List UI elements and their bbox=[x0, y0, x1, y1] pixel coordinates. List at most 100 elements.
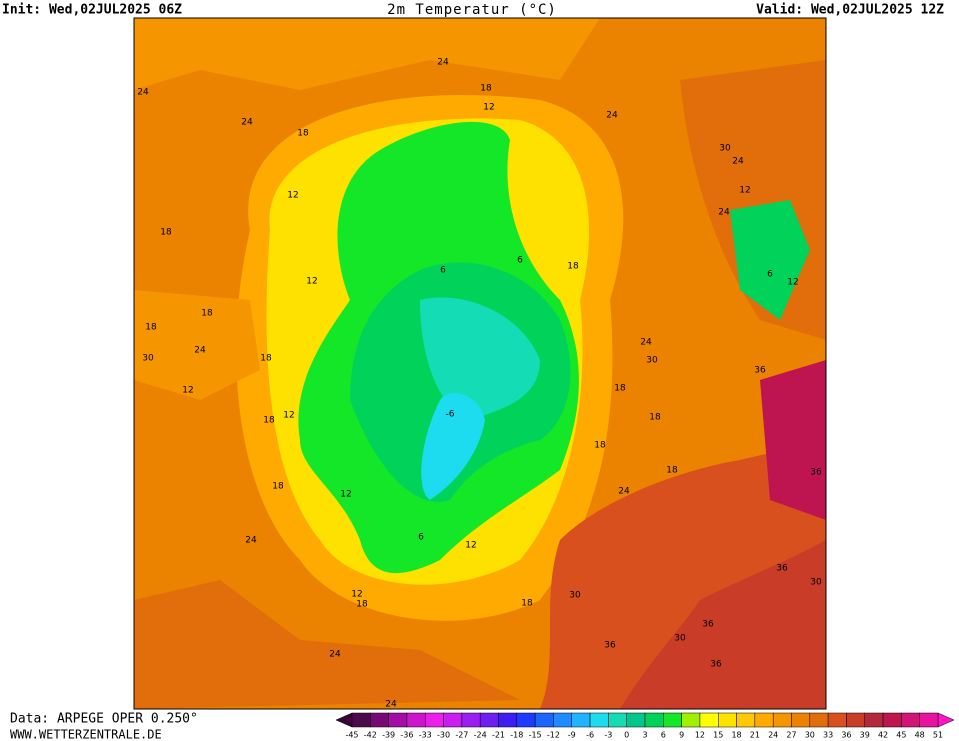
colorbar-bin bbox=[864, 712, 884, 728]
contour-label: 12 bbox=[787, 278, 798, 288]
temperature-field bbox=[134, 18, 826, 709]
colorbar-bin bbox=[827, 712, 847, 728]
contour-label: 12 bbox=[739, 186, 750, 196]
colorbar-bin bbox=[663, 712, 682, 728]
contour-label: 18 bbox=[666, 466, 678, 476]
colorbar-label: 39 bbox=[860, 731, 870, 740]
contour-label: 12 bbox=[182, 386, 193, 396]
colorbar-bin bbox=[901, 712, 920, 728]
colorbar-label: 15 bbox=[713, 731, 723, 740]
colorbar-bin bbox=[718, 712, 737, 728]
contour-label: 18 bbox=[272, 482, 284, 492]
colorbar-label: 0 bbox=[624, 731, 629, 740]
contour-label: 18 bbox=[521, 599, 533, 609]
colorbar-bin bbox=[809, 712, 829, 728]
colorbar-bin bbox=[736, 712, 756, 728]
colorbar-label: -9 bbox=[568, 731, 576, 740]
colorbar-bin bbox=[461, 712, 481, 728]
colorbar-bin bbox=[479, 712, 499, 728]
contour-label: 30 bbox=[810, 578, 822, 588]
colorbar-bin bbox=[919, 712, 939, 728]
contour-label: 30 bbox=[142, 354, 154, 364]
contour-label: 6 bbox=[418, 533, 424, 543]
colorbar-label: -15 bbox=[529, 731, 542, 740]
colorbar-label: 48 bbox=[915, 731, 925, 740]
colorbar-bin bbox=[534, 712, 554, 728]
colorbar-label: 33 bbox=[823, 731, 833, 740]
contour-label: 36 bbox=[710, 660, 722, 670]
colorbar-bin bbox=[791, 712, 811, 728]
contour-label: 36 bbox=[604, 641, 616, 651]
contour-label: 18 bbox=[567, 262, 579, 272]
colorbar-label: 9 bbox=[679, 731, 684, 740]
colorbar-bin bbox=[644, 712, 664, 728]
colorbar-bin bbox=[846, 712, 865, 728]
contour-label: 24 bbox=[606, 111, 618, 121]
contour-label: 18 bbox=[160, 228, 172, 238]
contour-label: 18 bbox=[263, 416, 275, 426]
contour-label: 24 bbox=[618, 487, 630, 497]
colorbar-label: -18 bbox=[510, 731, 523, 740]
contour-label: 30 bbox=[646, 356, 658, 366]
colorbar-label: 27 bbox=[786, 731, 796, 740]
colorbar-label: -6 bbox=[586, 731, 594, 740]
colorbar-label: -24 bbox=[474, 731, 487, 740]
contour-label: 24 bbox=[640, 338, 652, 348]
colorbar-label: 36 bbox=[841, 731, 851, 740]
colorbar-label: -21 bbox=[492, 731, 505, 740]
colorbar-label: 30 bbox=[805, 731, 815, 740]
colorbar-bin bbox=[443, 712, 463, 728]
contour-label: 24 bbox=[241, 118, 253, 128]
contour-label: 18 bbox=[649, 413, 661, 423]
colorbar-label: -36 bbox=[400, 731, 413, 740]
contour-label: 18 bbox=[356, 600, 368, 610]
colorbar-label: -42 bbox=[364, 731, 377, 740]
colorbar-bin bbox=[370, 712, 389, 728]
init-time: Init: Wed,02JUL2025 06Z bbox=[2, 3, 182, 18]
contour-label: 12 bbox=[306, 277, 317, 287]
colorbar-label: -39 bbox=[382, 731, 395, 740]
contour-label: 12 bbox=[283, 411, 294, 421]
colorbar-bin bbox=[699, 712, 719, 728]
colorbar-label: -45 bbox=[345, 731, 358, 740]
contour-label: 18 bbox=[145, 323, 157, 333]
contour-label: 18 bbox=[480, 84, 492, 94]
colorbar-label: -30 bbox=[437, 731, 450, 740]
map-title: 2m Temperatur (°C) bbox=[387, 2, 557, 18]
contour-label: -6 bbox=[446, 410, 455, 420]
contour-label: 12 bbox=[465, 541, 476, 551]
colorbar-high-arrow bbox=[937, 712, 955, 728]
colorbar-bin bbox=[681, 712, 701, 728]
contour-label: 12 bbox=[351, 590, 362, 600]
colorbar-bin bbox=[425, 712, 444, 728]
contour-label: 12 bbox=[340, 490, 351, 500]
contour-label: 6 bbox=[517, 256, 523, 266]
contour-label: 24 bbox=[245, 536, 257, 546]
contour-labels: 2418122424181218121818121818122412182412… bbox=[137, 58, 822, 710]
contour-label: 12 bbox=[483, 103, 494, 113]
colorbar-low-arrow bbox=[335, 712, 353, 728]
colorbar-label: -33 bbox=[419, 731, 432, 740]
colorbar-label: 21 bbox=[750, 731, 760, 740]
colorbar-bin bbox=[498, 712, 518, 728]
colorbar-label: 45 bbox=[896, 731, 906, 740]
contour-label: 24 bbox=[718, 208, 730, 218]
contour-label: 12 bbox=[287, 191, 298, 201]
contour-label: 30 bbox=[569, 591, 581, 601]
contour-label: 18 bbox=[614, 384, 626, 394]
data-source: Data: ARPEGE OPER 0.250° bbox=[10, 712, 198, 727]
contour-label: 18 bbox=[260, 354, 272, 364]
contour-label: 24 bbox=[385, 700, 397, 710]
colorbar-bin bbox=[882, 712, 902, 728]
colorbar-label: 3 bbox=[642, 731, 647, 740]
contour-label: 18 bbox=[594, 441, 606, 451]
contour-label: 36 bbox=[754, 366, 766, 376]
contour-label: 18 bbox=[297, 129, 309, 139]
colorbar-bin bbox=[754, 712, 774, 728]
contour-label: 30 bbox=[674, 634, 686, 644]
contour-label: 6 bbox=[767, 270, 773, 280]
colorbar-bin bbox=[772, 712, 792, 728]
contour-label: 36 bbox=[810, 468, 822, 478]
